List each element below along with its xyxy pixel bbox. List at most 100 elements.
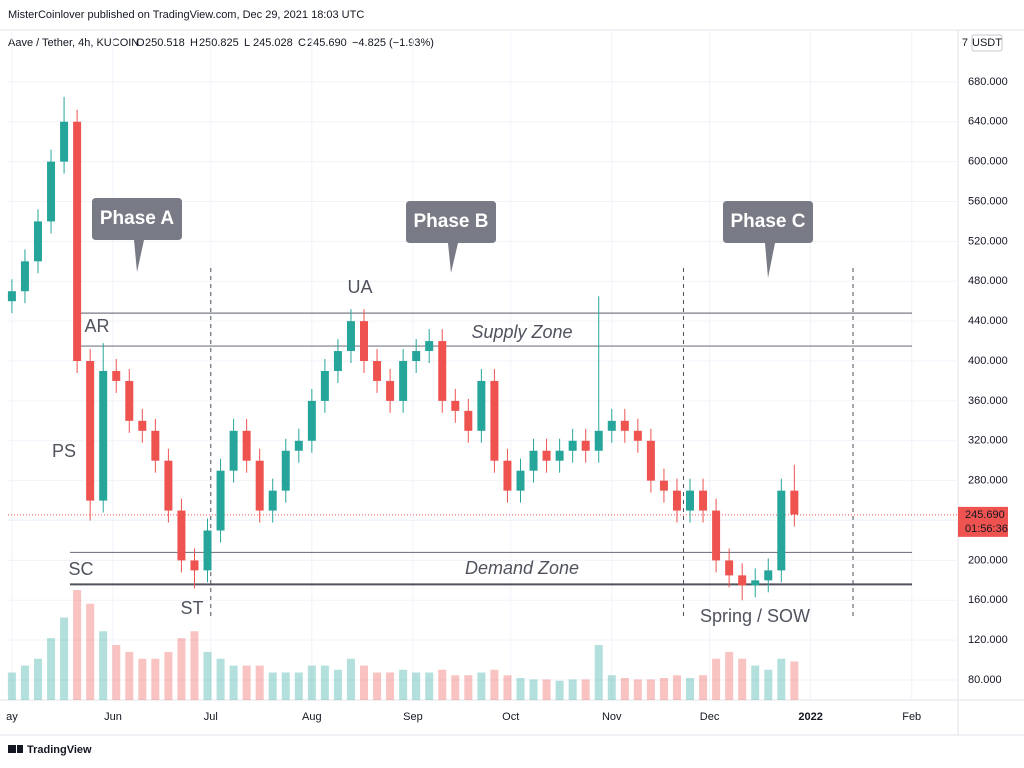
volume-bar: [346, 658, 355, 700]
x-tick-label: 2022: [798, 711, 822, 723]
annotation: Spring / SOW: [700, 606, 810, 626]
volume-bar: [712, 658, 721, 700]
phase-callout: [406, 201, 496, 273]
volume-bar: [777, 658, 786, 700]
last-price-label: 245.690: [965, 509, 1005, 521]
volume-bar: [425, 672, 434, 700]
volume-bar: [620, 678, 629, 700]
candle-body: [60, 121, 69, 162]
volume-bar: [738, 658, 747, 700]
volume-bar: [216, 658, 225, 700]
last-price-tag: [958, 506, 1008, 537]
volume-bar: [386, 672, 395, 700]
volume-bar: [294, 672, 303, 700]
candle-body: [229, 430, 238, 471]
candle-body: [242, 430, 251, 461]
phase-label: Phase C: [731, 211, 806, 232]
candle-body: [216, 470, 225, 531]
x-tick-label: Aug: [302, 711, 322, 723]
currency[interactable]: USDT: [972, 37, 1002, 49]
x-tick-label: Oct: [502, 711, 519, 723]
candle-body: [699, 490, 708, 511]
countdown: 01:56:36: [965, 523, 1008, 535]
candle-body: [594, 430, 603, 451]
volume-bar: [399, 669, 408, 700]
candle-body: [294, 440, 303, 451]
candle-body: [307, 400, 316, 441]
volume-bar: [33, 658, 42, 700]
candle-body: [542, 450, 551, 461]
y-tick-label: 480.000: [968, 275, 1008, 287]
candle-body: [555, 450, 564, 461]
candle-body: [151, 430, 160, 461]
legend-text: 245.690: [307, 37, 347, 49]
volume-bar: [60, 617, 69, 700]
candle-body: [607, 420, 616, 431]
y-tick-label: 280.000: [968, 475, 1008, 487]
candle-body: [190, 560, 199, 571]
candle-body: [47, 161, 56, 222]
scale-button[interactable]: 7: [962, 37, 968, 49]
volume-bar: [764, 669, 773, 700]
annotation: SC: [68, 559, 93, 579]
candle-body: [164, 460, 173, 511]
legend-text: H: [190, 37, 198, 49]
candle-body: [86, 361, 95, 501]
candle-body: [386, 380, 395, 401]
volume-bar: [451, 675, 460, 700]
candle-body: [568, 440, 577, 451]
volume-bar: [529, 679, 538, 700]
candle-body: [7, 291, 16, 302]
volume-bar: [307, 665, 316, 700]
volume-bar: [503, 675, 512, 700]
x-tick-label: Feb: [902, 711, 921, 723]
volume-bar: [686, 678, 695, 700]
candle-body: [425, 341, 434, 352]
candle-body: [360, 321, 369, 362]
legend-text: Aave / Tether, 4h, KUCOIN: [8, 37, 139, 49]
candle-body: [516, 470, 525, 491]
volume-bar: [659, 678, 668, 700]
y-tick-label: 80.000: [968, 674, 1002, 686]
volume-bar: [47, 638, 56, 700]
candle-body: [438, 341, 447, 401]
candle-body: [333, 351, 342, 371]
y-tick-label: 320.000: [968, 435, 1008, 447]
currency-box[interactable]: [971, 34, 1003, 52]
volume-bar: [751, 665, 760, 700]
volume-bar: [607, 675, 616, 700]
y-tick-label: 200.000: [968, 554, 1008, 566]
candle-body: [659, 480, 668, 491]
candle-body: [451, 400, 460, 411]
candle-body: [346, 321, 355, 352]
candle-body: [412, 351, 421, 362]
volume-bar: [268, 672, 277, 700]
phase-label: Phase A: [100, 208, 175, 229]
candle-body: [686, 490, 695, 511]
candle-body: [790, 490, 799, 515]
candle-body: [203, 530, 212, 571]
volume-bar: [255, 665, 264, 700]
candle-body: [373, 361, 382, 381]
volume-bar: [373, 672, 382, 700]
legend-text: L: [244, 37, 250, 49]
volume-bar: [360, 665, 369, 700]
candle-body: [281, 450, 290, 491]
candle-body: [477, 380, 486, 431]
volume-bar: [646, 679, 655, 700]
legend-text: 250.825: [199, 37, 239, 49]
candle-body: [646, 440, 655, 481]
legend-text: −4.825 (−1.93%): [352, 37, 434, 49]
annotation: PS: [52, 441, 76, 461]
zone-label: Supply Zone: [471, 322, 572, 342]
phase-callout: [92, 198, 182, 272]
phase-callout: [723, 201, 813, 278]
volume-bar: [7, 672, 16, 700]
legend-text: 245.028: [253, 37, 293, 49]
candle-body: [399, 361, 408, 401]
candle-body: [490, 380, 499, 461]
y-tick-label: 600.000: [968, 156, 1008, 168]
volume-bar: [190, 631, 199, 700]
footer-brand: TradingView: [27, 744, 92, 756]
